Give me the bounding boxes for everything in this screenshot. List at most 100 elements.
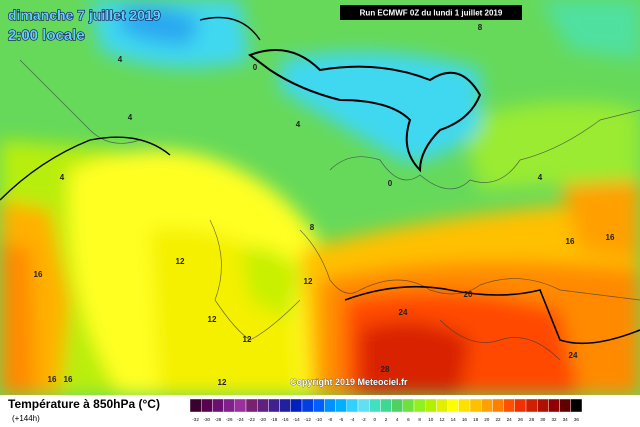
isotherm-24 bbox=[344, 285, 640, 345]
legend-label: 36 bbox=[574, 417, 580, 422]
contour-label: 16 bbox=[566, 237, 575, 246]
legend-swatch bbox=[212, 398, 224, 413]
contour-label: 16 bbox=[606, 233, 615, 242]
legend-label: -10 bbox=[315, 417, 322, 422]
legend-label: 4 bbox=[396, 417, 399, 422]
legend-label: 34 bbox=[563, 417, 569, 422]
legend-label: 32 bbox=[551, 417, 557, 422]
contour-label: 24 bbox=[399, 308, 408, 317]
legend-swatch bbox=[537, 398, 549, 413]
contour-label: 4 bbox=[128, 113, 133, 122]
legend-title: Température à 850hPa (°C) bbox=[8, 397, 160, 411]
legend-label: 6 bbox=[407, 417, 410, 422]
legend-swatch bbox=[492, 398, 504, 413]
legend-label: -12 bbox=[304, 417, 311, 422]
legend-swatch bbox=[346, 398, 359, 413]
legend-swatch bbox=[268, 398, 280, 413]
legend-label: 10 bbox=[428, 417, 434, 422]
contour-label: 28 bbox=[381, 365, 390, 374]
legend-label: -20 bbox=[259, 417, 266, 422]
legend-label: 8 bbox=[418, 417, 421, 422]
legend-label: -32 bbox=[192, 417, 199, 422]
contour-label: 4 bbox=[60, 173, 65, 182]
contour-label: 8 bbox=[478, 23, 483, 32]
lead-time: (+144h) bbox=[12, 414, 40, 423]
legend-label: -30 bbox=[203, 417, 210, 422]
contour-label: 16 bbox=[64, 375, 73, 384]
legend-swatch bbox=[234, 398, 247, 413]
legend-label: -24 bbox=[237, 417, 244, 422]
legend-swatch bbox=[324, 398, 336, 413]
contour-label: 12 bbox=[218, 378, 227, 387]
legend-label: 16 bbox=[462, 417, 468, 422]
contour-label: 20 bbox=[464, 290, 473, 299]
legend-label: -6 bbox=[339, 417, 344, 422]
legend-swatch bbox=[447, 398, 460, 413]
legend-label: 22 bbox=[495, 417, 501, 422]
legend-label: -4 bbox=[350, 417, 355, 422]
legend-label: 28 bbox=[529, 417, 535, 422]
legend-swatch bbox=[548, 398, 560, 413]
legend-swatch bbox=[301, 398, 314, 413]
colorbar: -32 -30 -28 -26 -24 -22 -20 -18 -16 -14 -12 -10 -8 -6… bbox=[189, 398, 583, 422]
legend-swatch bbox=[369, 398, 381, 413]
contour-label: 24 bbox=[569, 351, 578, 360]
contour-label: 4 bbox=[296, 120, 301, 129]
run-info: Run ECMWF 0Z du lundi 1 juillet 2019 bbox=[360, 9, 503, 18]
legend-swatch bbox=[570, 398, 583, 413]
legend-label: 30 bbox=[540, 417, 546, 422]
legend-label: 12 bbox=[439, 417, 445, 422]
legend-label: -8 bbox=[328, 417, 333, 422]
contour-label: 12 bbox=[176, 257, 185, 266]
legend-label: 26 bbox=[518, 417, 524, 422]
contour-label: 4 bbox=[118, 55, 123, 64]
contour-label: 0 bbox=[388, 179, 393, 188]
legend-swatch bbox=[413, 398, 426, 413]
legend-swatch bbox=[559, 398, 571, 413]
contour-label: 12 bbox=[208, 315, 217, 324]
contour-label: 12 bbox=[304, 277, 313, 286]
isotherm-zero bbox=[247, 49, 482, 173]
contour-label: 16 bbox=[34, 270, 43, 279]
contour-label: 16 bbox=[48, 375, 57, 384]
legend-swatch bbox=[425, 398, 437, 413]
legend-label: -22 bbox=[248, 417, 255, 422]
legend-swatch bbox=[257, 398, 269, 413]
legend-label: 2 bbox=[385, 417, 388, 422]
legend-label: -2 bbox=[362, 417, 367, 422]
contour-label: 4 bbox=[538, 173, 543, 182]
contour-labels: 8 0 4 4 4 0 4 8 12 16 16 12 20 12 24 16 12 24 28 16 16 12 4 bbox=[34, 23, 615, 387]
legend-swatch bbox=[279, 398, 292, 413]
legend-swatch bbox=[514, 398, 527, 413]
legend-swatch bbox=[503, 398, 516, 413]
legend-swatch bbox=[245, 398, 258, 413]
map-title: dimanche 7 juillet 2019 bbox=[8, 7, 161, 23]
legend-swatch bbox=[391, 398, 404, 413]
legend-label: 20 bbox=[484, 417, 490, 422]
legend-swatch bbox=[380, 398, 392, 413]
coastlines bbox=[19, 59, 640, 361]
legend-swatch bbox=[200, 398, 213, 413]
legend-swatch bbox=[189, 398, 202, 413]
legend-swatch bbox=[402, 398, 415, 413]
legend-swatch bbox=[469, 398, 482, 413]
temperature-field: 8 0 4 4 4 0 4 8 12 16 16 12 20 12 24 16 12 24 28 16 16 12 4 Co… bbox=[0, 0, 640, 395]
legend-swatch bbox=[313, 398, 325, 413]
legend-swatch bbox=[290, 398, 303, 413]
legend-label: 24 bbox=[507, 417, 513, 422]
legend-swatch bbox=[481, 398, 493, 413]
legend-swatch bbox=[335, 398, 348, 413]
legend-swatch bbox=[458, 398, 471, 413]
legend-label: -14 bbox=[293, 417, 300, 422]
legend-swatch bbox=[525, 398, 538, 413]
run-box bbox=[340, 5, 522, 20]
contour-label: 12 bbox=[243, 335, 252, 344]
legend-swatch bbox=[436, 398, 448, 413]
map-time: 2:00 locale bbox=[8, 27, 85, 44]
contour-label: 8 bbox=[310, 223, 315, 232]
legend-label: 18 bbox=[473, 417, 479, 422]
copyright: Copyright 2019 Meteociel.fr bbox=[290, 377, 408, 387]
legend-label: 0 bbox=[374, 417, 377, 422]
